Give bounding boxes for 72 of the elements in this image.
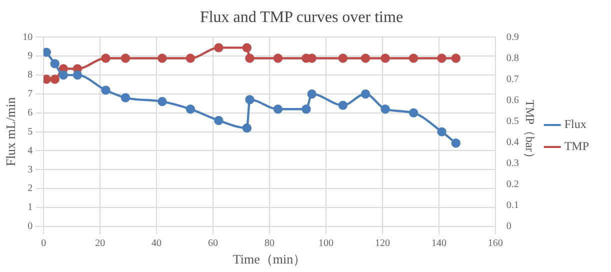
y2-tick-label: 0.3 — [506, 158, 519, 169]
y2-tick-label: 0.1 — [506, 200, 519, 212]
x-tick-label: 120 — [374, 238, 390, 250]
x-axis-title: Time（min） — [232, 252, 306, 267]
point — [101, 86, 110, 95]
x-tick-label: 0 — [41, 238, 46, 250]
legend-label: Flux — [564, 117, 586, 132]
point — [50, 74, 60, 84]
point — [44, 48, 52, 57]
point — [242, 123, 252, 133]
y2-tick-label: 0.5 — [506, 116, 519, 127]
point — [214, 116, 224, 126]
y2-tick-label: 0.2 — [506, 178, 519, 190]
point — [273, 54, 283, 63]
x-tick-label: 60 — [208, 238, 218, 250]
y2-axis-title: TMP（bar） — [522, 100, 537, 164]
y2-tick-label: 0 — [506, 221, 512, 232]
y-tick-label: 1 — [28, 202, 33, 214]
y2-tick-label: 0.7 — [506, 74, 519, 85]
y-axis-title: Flux mL/min — [3, 96, 18, 166]
y2-tick-label: 0.6 — [506, 94, 519, 106]
point — [302, 104, 311, 114]
y-tick-label: 4 — [28, 145, 33, 156]
point — [72, 70, 82, 80]
point — [307, 89, 316, 99]
point — [408, 54, 418, 63]
y-tick-label: 2 — [28, 183, 33, 194]
point — [245, 95, 254, 104]
point — [360, 54, 370, 63]
point — [437, 127, 446, 136]
x-tick-label: 140 — [431, 238, 446, 250]
point — [158, 96, 167, 106]
point — [338, 100, 348, 110]
point — [437, 54, 446, 63]
point — [120, 54, 130, 63]
point — [242, 43, 252, 52]
point — [158, 54, 167, 63]
point — [380, 104, 390, 114]
y-tick-label: 0 — [28, 221, 33, 232]
y-tick-label: 3 — [28, 164, 33, 176]
y-tick-label: 9 — [28, 50, 33, 62]
point — [50, 59, 60, 68]
point — [273, 104, 283, 114]
y2-tick-label: 0.9 — [506, 32, 519, 43]
y-tick-label: 5 — [28, 126, 33, 138]
point — [408, 108, 418, 118]
point — [186, 104, 196, 114]
y2-tick-label: 0.4 — [506, 136, 519, 148]
legend-label: TMP — [564, 139, 590, 154]
y2-tick-label: 0.8 — [506, 52, 519, 64]
point — [451, 54, 460, 63]
point — [380, 54, 390, 63]
point — [120, 93, 130, 102]
y-tick-label: 8 — [28, 70, 33, 81]
point — [360, 89, 370, 99]
x-tick-label: 100 — [318, 238, 334, 250]
point — [214, 43, 224, 52]
point — [245, 54, 254, 63]
y-tick-label: 6 — [28, 108, 33, 119]
point — [101, 54, 110, 63]
point — [338, 54, 348, 63]
point — [58, 70, 68, 80]
x-tick-label: 20 — [95, 238, 106, 250]
point — [44, 74, 52, 84]
point — [451, 138, 460, 148]
x-tick-label: 80 — [264, 238, 275, 250]
point — [186, 54, 196, 63]
chart-title: Flux and TMP curves over time — [200, 8, 404, 26]
y-tick-label: 7 — [28, 88, 33, 100]
y-tick-label: 10 — [22, 32, 33, 43]
x-tick-label: 160 — [488, 238, 503, 250]
x-tick-label: 40 — [152, 238, 162, 250]
